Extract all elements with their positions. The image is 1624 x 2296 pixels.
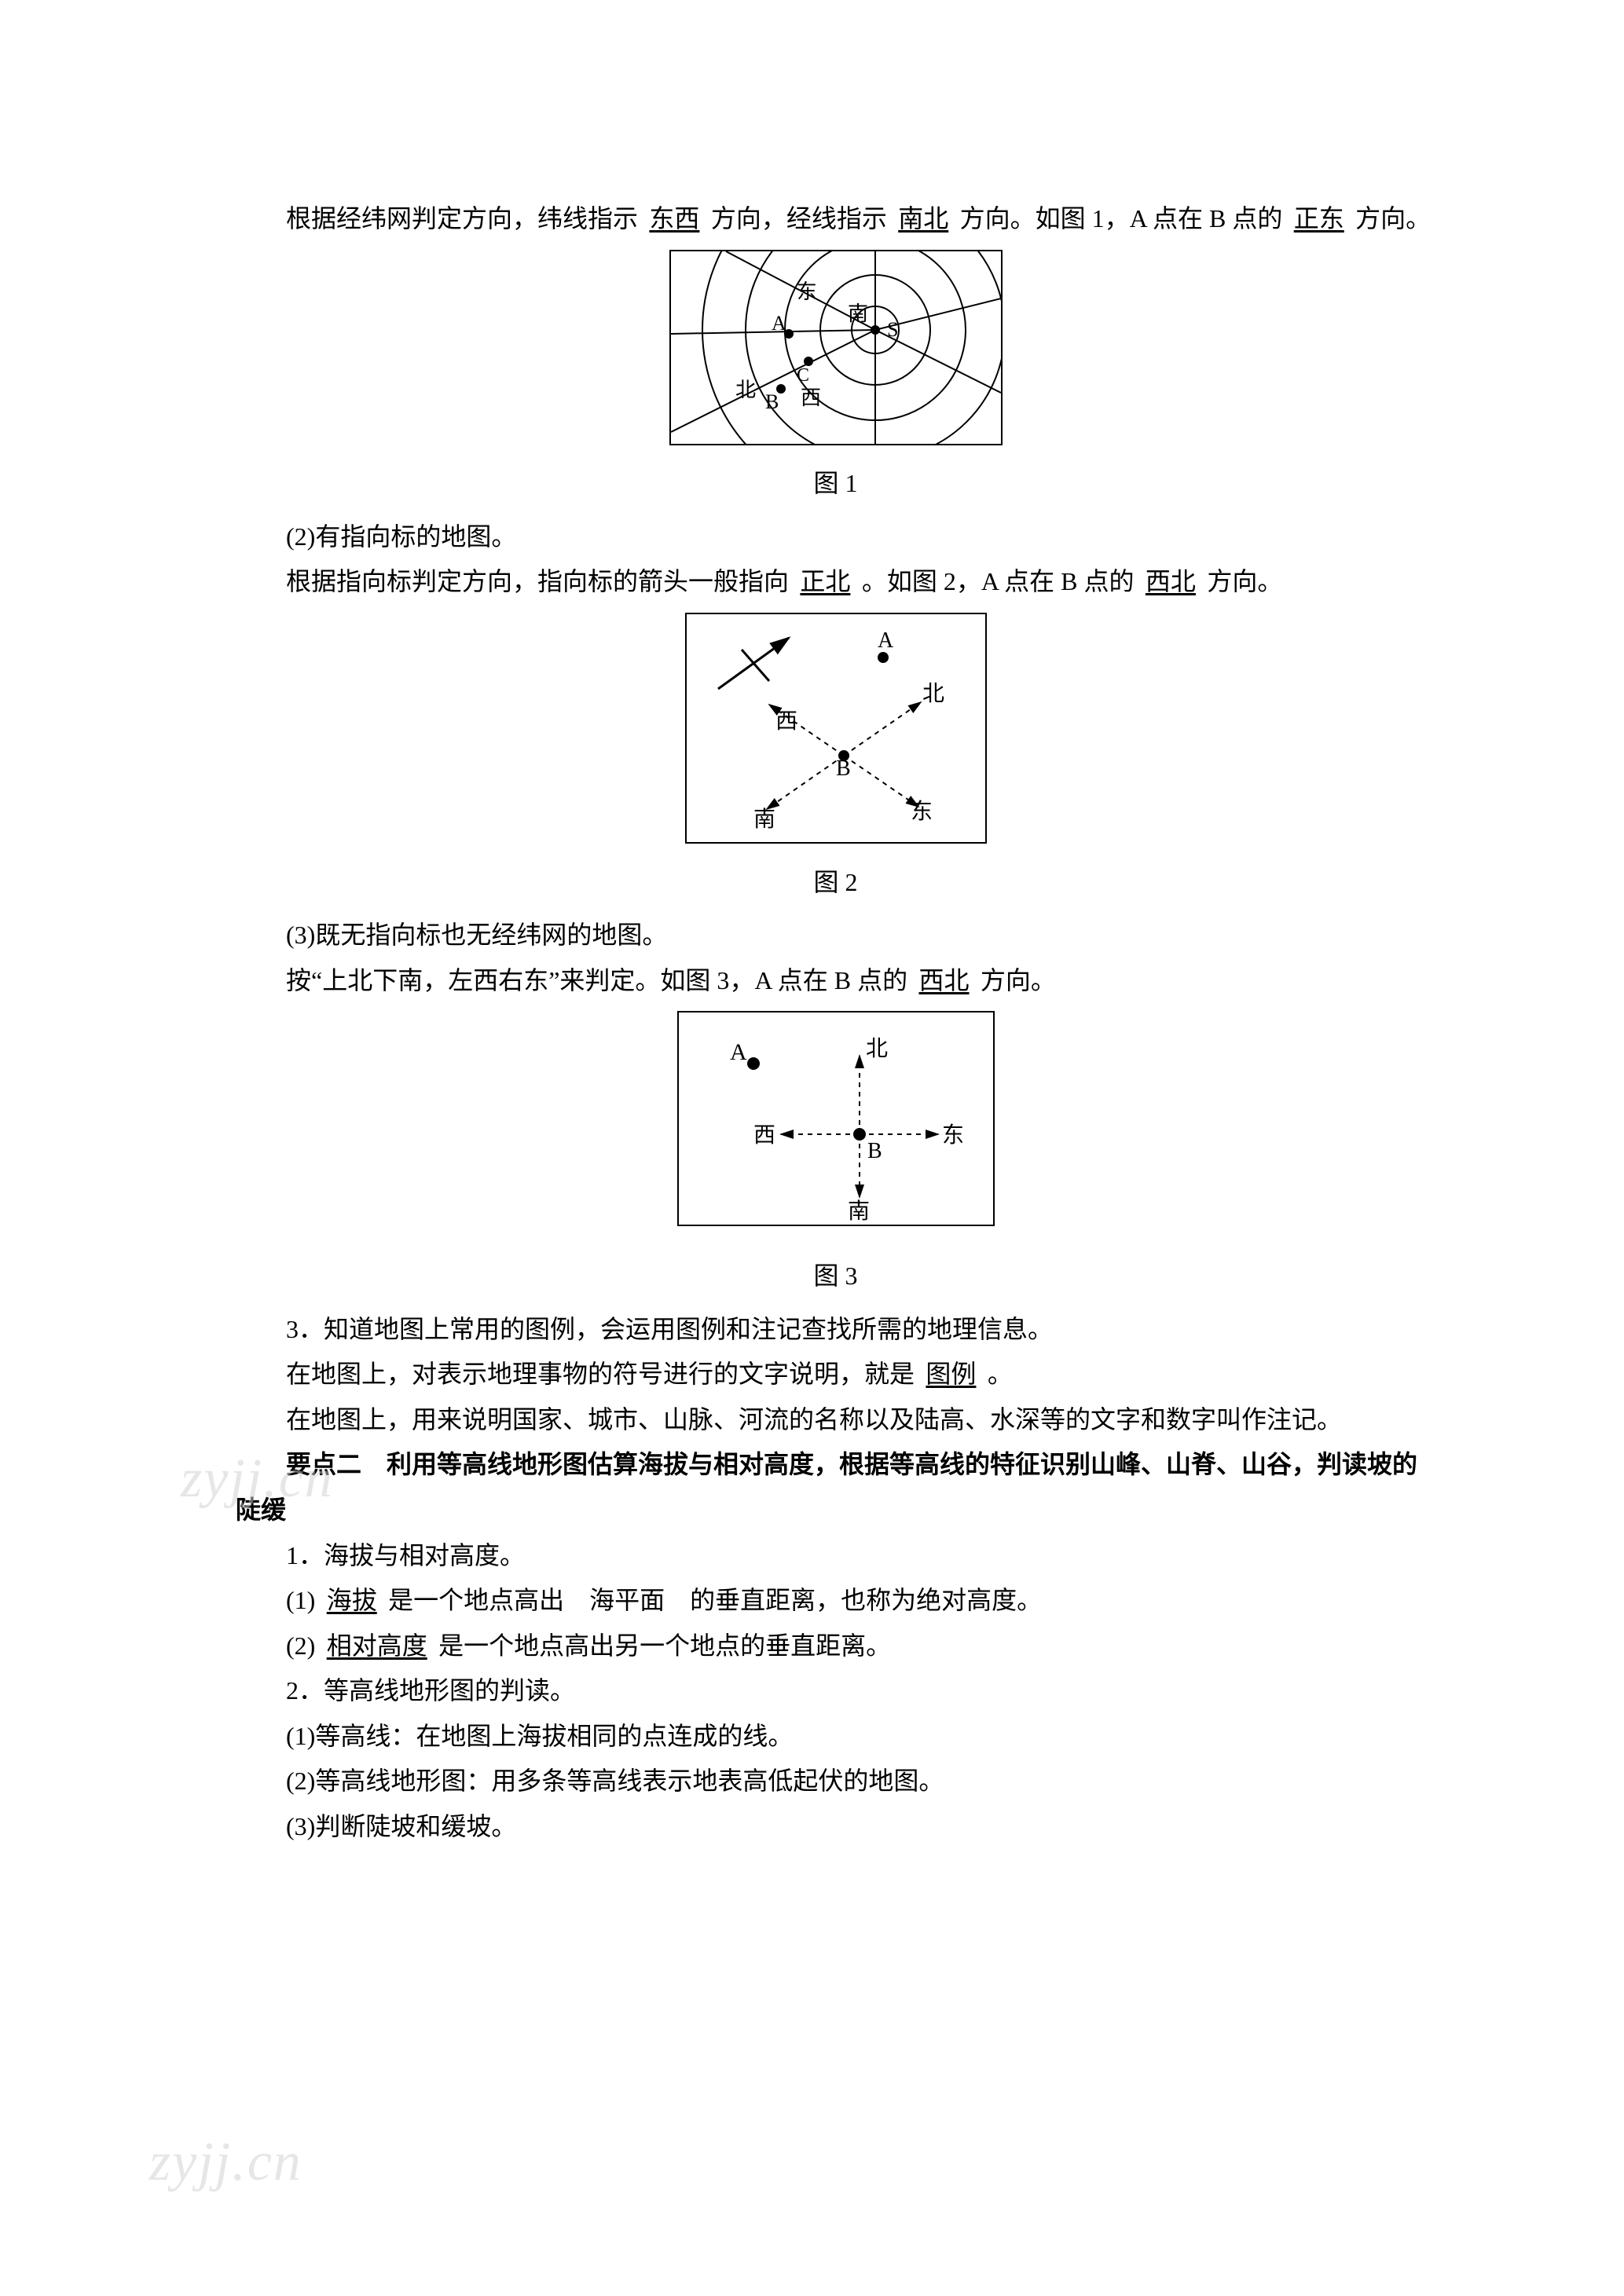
- figure-2-block: A B 西 北 东 南 图 2: [236, 613, 1435, 905]
- text: 方向。: [1355, 204, 1431, 233]
- item-3-line3: 在地图上，用来说明国家、城市、山脉、河流的名称以及陆高、水深等的文字和数字叫作注…: [236, 1397, 1435, 1443]
- label-south: 南: [753, 807, 775, 832]
- label-B: B: [765, 390, 779, 413]
- figure-1-caption: 图 1: [236, 461, 1435, 507]
- paragraph-2-head: (2)有指向标的地图。: [236, 514, 1435, 560]
- label-east: 东: [942, 1122, 964, 1148]
- figure-3-block: A B 北 西 东 南 图 3: [236, 1011, 1435, 1298]
- text: (2): [286, 1631, 315, 1660]
- figure-3-svg: A B 北 西 东 南: [679, 1013, 993, 1225]
- paragraph-3-head: (3)既无指向标也无经纬网的地图。: [236, 913, 1435, 958]
- heading-keypoint-2: 要点二 利用等高线地形图估算海拔与相对高度，根据等高线的特征识别山峰、山脊、山谷…: [236, 1442, 1435, 1532]
- figure-3: A B 北 西 东 南: [677, 1011, 995, 1226]
- item-3-line2: 在地图上，对表示地理事物的符号进行的文字说明，就是 图例 。: [236, 1352, 1435, 1397]
- figure-1: S A C B 东 南 北 西: [669, 250, 1003, 445]
- page-container: zyjj.cn zyjj.cn 根据经纬网判定方向，纬线指示 东西 方向，经线指…: [0, 0, 1624, 2296]
- label-east: 东: [797, 280, 817, 303]
- text: 方向。如图 1，A 点在 B 点的: [960, 204, 1283, 233]
- paragraph-noref: 按“上北下南，左西右东”来判定。如图 3，A 点在 B 点的 西北 方向。: [236, 958, 1435, 1004]
- label-A: A: [730, 1039, 747, 1065]
- label-S: S: [887, 318, 898, 341]
- figure-2-svg: A B 西 北 东 南: [687, 614, 985, 842]
- answer-ew: 东西: [649, 204, 699, 233]
- label-east: 东: [911, 799, 933, 824]
- paragraph-latlong: 根据经纬网判定方向，纬线指示 东西 方向，经线指示 南北 方向。如图 1，A 点…: [236, 196, 1435, 242]
- label-north: 北: [866, 1037, 888, 1061]
- text: 是一个地点高出 海平面 的垂直距离，也称为绝对高度。: [388, 1586, 1042, 1614]
- sec2-l6: (2)等高线地形图：用多条等高线表示地表高低起伏的地图。: [236, 1759, 1435, 1804]
- answer-nw-1: 西北: [1146, 567, 1196, 595]
- label-A: A: [878, 628, 894, 653]
- answer-due-east: 正东: [1294, 204, 1344, 233]
- figure-2: A B 西 北 东 南: [685, 613, 987, 844]
- label-north: 北: [922, 682, 944, 706]
- label-north: 北: [735, 379, 756, 401]
- text: 。如图 2，A 点在 B 点的: [862, 567, 1135, 595]
- sec2-l3: (2) 相对高度 是一个地点高出另一个地点的垂直距离。: [236, 1624, 1435, 1669]
- text: 方向。: [1207, 567, 1282, 595]
- text: 根据指向标判定方向，指向标的箭头一般指向: [286, 567, 789, 595]
- answer-relative: 相对高度: [327, 1631, 427, 1660]
- answer-nw-2: 西北: [919, 966, 970, 994]
- label-west: 西: [753, 1123, 775, 1148]
- label-C: C: [797, 365, 809, 386]
- label-B: B: [836, 756, 851, 781]
- figure-2-caption: 图 2: [236, 860, 1435, 906]
- figure-1-block: S A C B 东 南 北 西 图 1: [236, 250, 1435, 507]
- text: 根据经纬网判定方向，纬线指示: [286, 204, 638, 233]
- sec2-l2: (1) 海拔 是一个地点高出 海平面 的垂直距离，也称为绝对高度。: [236, 1578, 1435, 1624]
- answer-legend: 图例: [926, 1360, 976, 1388]
- sec2-l5: (1)等高线：在地图上海拔相同的点连成的线。: [236, 1714, 1435, 1760]
- text: 在地图上，对表示地理事物的符号进行的文字说明，就是: [286, 1360, 915, 1388]
- sec2-l4: 2．等高线地形图的判读。: [236, 1668, 1435, 1714]
- text: 是一个地点高出另一个地点的垂直距离。: [438, 1631, 891, 1660]
- sec2-l7: (3)判断陡坡和缓坡。: [236, 1804, 1435, 1850]
- text: 按“上北下南，左西右东”来判定。如图 3，A 点在 B 点的: [286, 966, 907, 994]
- figure-3-caption: 图 3: [236, 1254, 1435, 1299]
- label-west: 西: [801, 386, 821, 409]
- answer-true-north: 正北: [800, 567, 850, 595]
- answer-ns: 南北: [898, 204, 948, 233]
- text: (1): [286, 1586, 315, 1614]
- figure-1-svg: S A C B 东 南 北 西: [671, 251, 1001, 444]
- label-south: 南: [848, 302, 868, 325]
- label-west: 西: [775, 709, 797, 734]
- sec2-l1: 1．海拔与相对高度。: [236, 1533, 1435, 1579]
- answer-haiba: 海拔: [327, 1586, 377, 1614]
- text: 方向。: [981, 966, 1056, 994]
- label-B: B: [867, 1139, 882, 1163]
- paragraph-compass: 根据指向标判定方向，指向标的箭头一般指向 正北 。如图 2，A 点在 B 点的 …: [236, 559, 1435, 605]
- label-south: 南: [848, 1199, 870, 1224]
- watermark-2: zyjj.cn: [149, 2113, 302, 2212]
- text: 方向，经线指示: [711, 204, 887, 233]
- text: 。: [988, 1360, 1013, 1388]
- item-3-line1: 3．知道地图上常用的图例，会运用图例和注记查找所需的地理信息。: [236, 1307, 1435, 1353]
- label-A: A: [772, 312, 786, 335]
